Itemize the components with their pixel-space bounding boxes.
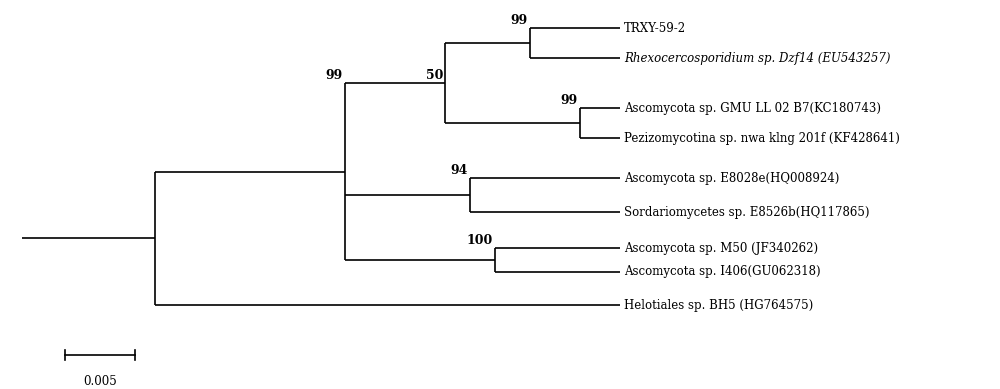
Text: Helotiales sp. BH5 (HG764575): Helotiales sp. BH5 (HG764575) [624, 298, 813, 312]
Text: 99: 99 [326, 69, 343, 82]
Text: Ascomycota sp. GMU LL 02 B7(KC180743): Ascomycota sp. GMU LL 02 B7(KC180743) [624, 102, 881, 114]
Text: 50: 50 [426, 69, 443, 82]
Text: 0.005: 0.005 [83, 375, 117, 388]
Text: Sordariomycetes sp. E8526b(HQ117865): Sordariomycetes sp. E8526b(HQ117865) [624, 205, 870, 219]
Text: TRXY-59-2: TRXY-59-2 [624, 21, 686, 35]
Text: Ascomycota sp. E8028e(HQ008924): Ascomycota sp. E8028e(HQ008924) [624, 172, 839, 184]
Text: 99: 99 [511, 14, 528, 27]
Text: Ascomycota sp. M50 (JF340262): Ascomycota sp. M50 (JF340262) [624, 242, 818, 254]
Text: Ascomycota sp. I406(GU062318): Ascomycota sp. I406(GU062318) [624, 266, 821, 279]
Text: 94: 94 [451, 164, 468, 177]
Text: Rhexocercosporidium sp. Dzf14 (EU543257): Rhexocercosporidium sp. Dzf14 (EU543257) [624, 51, 891, 65]
Text: Pezizomycotina sp. nwa klng 201f (KF428641): Pezizomycotina sp. nwa klng 201f (KF4286… [624, 131, 900, 144]
Text: 99: 99 [561, 94, 578, 107]
Text: 100: 100 [467, 234, 493, 247]
